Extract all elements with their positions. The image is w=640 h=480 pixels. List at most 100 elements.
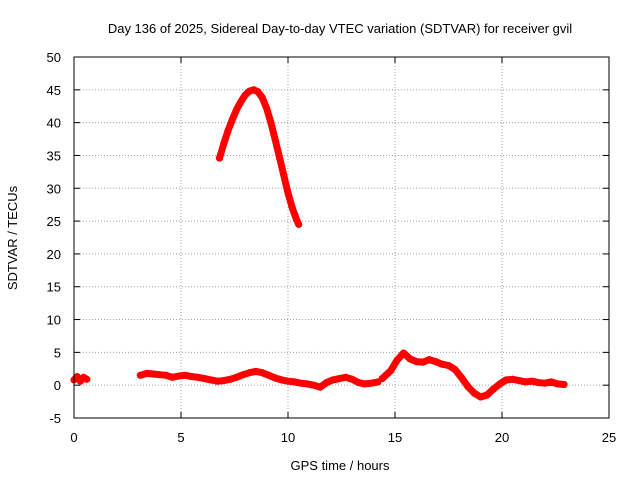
x-tick-label: 10 bbox=[281, 430, 295, 445]
x-tick-label: 25 bbox=[602, 430, 616, 445]
y-tick-label: 25 bbox=[47, 214, 61, 229]
y-tick-label: 45 bbox=[47, 83, 61, 98]
data-point bbox=[271, 136, 279, 144]
data-point bbox=[323, 379, 330, 387]
data-point bbox=[348, 375, 356, 383]
data-point bbox=[438, 360, 446, 368]
data-point bbox=[329, 376, 337, 384]
data-point bbox=[194, 373, 202, 381]
data-point bbox=[258, 369, 266, 377]
data-point bbox=[387, 367, 395, 375]
data-point bbox=[515, 377, 523, 385]
x-axis-label: GPS time / hours bbox=[291, 458, 390, 473]
data-point bbox=[361, 380, 369, 388]
data-point bbox=[207, 376, 215, 384]
y-axis-label: SDTVAR / TECUs bbox=[5, 185, 20, 290]
data-point bbox=[560, 381, 568, 388]
y-tick-label: 0 bbox=[54, 378, 61, 393]
y-tick-label: 50 bbox=[47, 50, 61, 65]
data-point bbox=[470, 389, 478, 397]
data-point bbox=[393, 356, 401, 364]
data-point bbox=[181, 371, 189, 379]
data-point bbox=[168, 373, 176, 381]
data-point bbox=[464, 383, 472, 390]
data-point bbox=[280, 171, 288, 179]
data-point bbox=[201, 375, 208, 383]
axis-ticks: 0 5 10 15 20 25 -5 0 5 10 15 20 25 30 35 40 45 50 bbox=[47, 50, 617, 445]
data-point bbox=[246, 369, 253, 377]
data-point bbox=[432, 358, 440, 366]
data-point bbox=[239, 371, 247, 379]
data-point bbox=[342, 373, 350, 381]
data-point bbox=[254, 88, 262, 96]
x-tick-label: 0 bbox=[70, 430, 77, 445]
y-tick-label: 35 bbox=[47, 148, 61, 163]
data-point bbox=[233, 106, 241, 113]
data-point bbox=[400, 349, 408, 357]
data-point bbox=[509, 375, 517, 383]
chart-title: Day 136 of 2025, Sidereal Day-to-day VTE… bbox=[108, 21, 572, 36]
data-point bbox=[220, 377, 228, 385]
data-point bbox=[136, 371, 144, 379]
data-point bbox=[271, 374, 279, 382]
data-point bbox=[335, 375, 343, 383]
y-tick-label: 20 bbox=[47, 247, 61, 262]
series-line-segment-3 bbox=[216, 86, 303, 228]
data-point bbox=[412, 358, 420, 366]
y-tick-label: 15 bbox=[47, 280, 61, 295]
data-point bbox=[502, 376, 510, 384]
data-point bbox=[547, 378, 555, 386]
data-point bbox=[188, 373, 196, 381]
data-point bbox=[419, 358, 427, 366]
y-tick-label: 5 bbox=[54, 345, 61, 360]
data-point bbox=[554, 380, 562, 388]
data-point bbox=[483, 391, 491, 399]
y-tick-label: 10 bbox=[47, 313, 61, 328]
data-point bbox=[541, 379, 549, 387]
y-tick-label: 30 bbox=[47, 181, 61, 196]
y-tick-label: -5 bbox=[49, 411, 61, 426]
data-point bbox=[237, 98, 245, 106]
data-point bbox=[316, 383, 324, 391]
data-point bbox=[368, 379, 375, 387]
data-series bbox=[70, 86, 568, 401]
x-tick-label: 20 bbox=[495, 430, 509, 445]
data-point bbox=[290, 378, 298, 386]
grid-lines bbox=[74, 57, 609, 418]
data-point bbox=[451, 365, 459, 373]
data-point bbox=[220, 140, 228, 148]
x-tick-label: 5 bbox=[177, 430, 184, 445]
data-point bbox=[303, 380, 311, 388]
data-point bbox=[406, 355, 414, 363]
data-point bbox=[83, 375, 91, 383]
data-point bbox=[445, 362, 452, 369]
data-point bbox=[284, 377, 292, 385]
data-point bbox=[528, 377, 536, 385]
data-point bbox=[457, 373, 465, 381]
data-point bbox=[252, 367, 260, 375]
y-tick-label: 40 bbox=[47, 116, 61, 131]
data-point bbox=[149, 370, 157, 378]
data-point bbox=[378, 375, 386, 383]
data-point bbox=[297, 379, 305, 387]
data-point bbox=[224, 127, 232, 134]
data-point bbox=[477, 393, 485, 401]
data-point bbox=[295, 220, 303, 228]
data-point bbox=[522, 378, 529, 386]
data-point bbox=[156, 371, 164, 379]
data-point bbox=[267, 119, 275, 127]
data-point bbox=[534, 379, 542, 387]
data-point bbox=[275, 153, 283, 161]
data-point bbox=[263, 104, 271, 112]
data-point bbox=[258, 94, 266, 102]
data-point bbox=[278, 376, 286, 384]
data-point bbox=[233, 373, 241, 381]
data-point bbox=[496, 380, 504, 388]
data-point bbox=[216, 154, 223, 162]
data-point bbox=[162, 371, 170, 379]
x-tick-label: 15 bbox=[388, 430, 402, 445]
data-point bbox=[226, 375, 234, 383]
plot-frame bbox=[73, 56, 610, 419]
data-point bbox=[489, 385, 497, 393]
